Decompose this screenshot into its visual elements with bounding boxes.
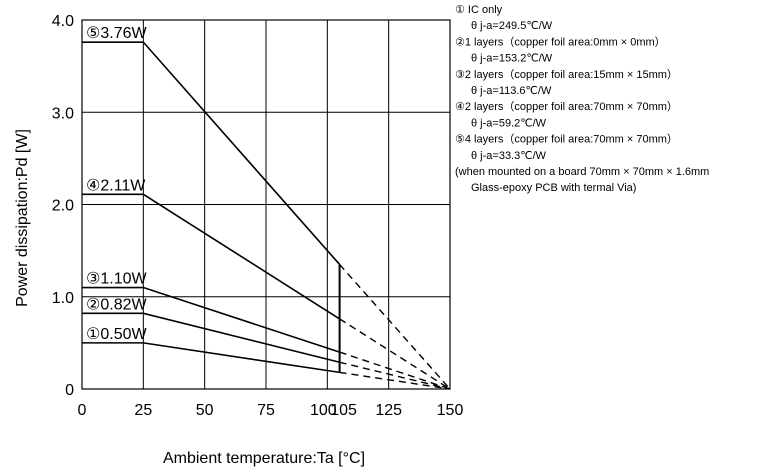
series-lines: [82, 41, 451, 390]
curve-labels: ①0.50W ②0.82W ③1.10W ④2.11W ⑤3.76W: [86, 25, 147, 343]
series-line-5: [82, 41, 341, 265]
grid: [81, 19, 451, 390]
y-tick-label: 3.0: [52, 105, 74, 122]
plot-frame: [81, 19, 451, 390]
y-tick-label: 0: [65, 382, 74, 399]
series-line-2: [82, 312, 340, 364]
x-tick-label: 125: [375, 402, 402, 419]
series-line-1: [82, 342, 340, 374]
series-extrapolation-2: [339, 361, 451, 390]
x-tick-label: 75: [257, 402, 275, 419]
legend-note-line: θ j-a=153.2℃/W: [471, 53, 553, 65]
legend-note-line: ③2 layers（copper foil area:15mm × 15mm）: [455, 68, 678, 81]
curve-label-1: ①0.50W: [86, 326, 147, 343]
x-tick-label: 150: [437, 402, 464, 419]
legend-note-line: θ j-a=249.5℃/W: [471, 20, 553, 32]
series-extrapolation-3: [339, 351, 451, 390]
y-tick-label: 2.0: [52, 198, 74, 215]
curve-label-5: ⑤3.76W: [86, 25, 147, 42]
legend-note-line: θ j-a=113.6℃/W: [471, 85, 552, 97]
x-axis-title: Ambient temperature:Ta [°C]: [163, 450, 365, 467]
curve-label-2: ②0.82W: [86, 296, 147, 313]
x-tick-label: 100: [310, 402, 337, 419]
legend-note-line: ④2 layers（copper foil area:70mm × 70mm）: [455, 100, 678, 113]
legend-notes: ① IC only θ j-a=249.5℃/W ②1 layers（copper …: [455, 4, 709, 194]
legend-note-line: θ j-a=59.2℃/W: [471, 117, 547, 129]
series-line-4: [82, 193, 341, 320]
legend-note-line: θ j-a=33.3℃/W: [471, 150, 547, 162]
series-extrapolation-4: [339, 318, 451, 390]
series-line-3: [82, 286, 340, 353]
series-extrapolation-1: [339, 371, 451, 390]
y-tick-label: 4.0: [52, 13, 74, 30]
y-axis-title: Power dissipation:Pd [W]: [14, 129, 31, 307]
legend-note-line: ⑤4 layers（copper foil area:70mm × 70mm）: [455, 133, 678, 146]
legend-note-line: Glass-epoxy PCB with termal Via): [471, 182, 636, 194]
x-tick-label: 25: [134, 402, 152, 419]
legend-note-line: ① IC only: [455, 4, 503, 16]
curve-label-4: ④2.11W: [86, 177, 146, 194]
x-tick-label: 105: [330, 402, 357, 419]
legend-note-line: ②1 layers（copper foil area:0mm × 0mm）: [455, 35, 666, 48]
series-extrapolation-5: [339, 263, 451, 390]
x-tick-label: 0: [78, 402, 87, 419]
legend-note-line: (when mounted on a board 70mm × 70mm × 1…: [455, 166, 709, 178]
curve-label-3: ③1.10W: [86, 271, 147, 288]
x-tick-label: 50: [196, 402, 214, 419]
y-tick-label: 1.0: [52, 290, 74, 307]
